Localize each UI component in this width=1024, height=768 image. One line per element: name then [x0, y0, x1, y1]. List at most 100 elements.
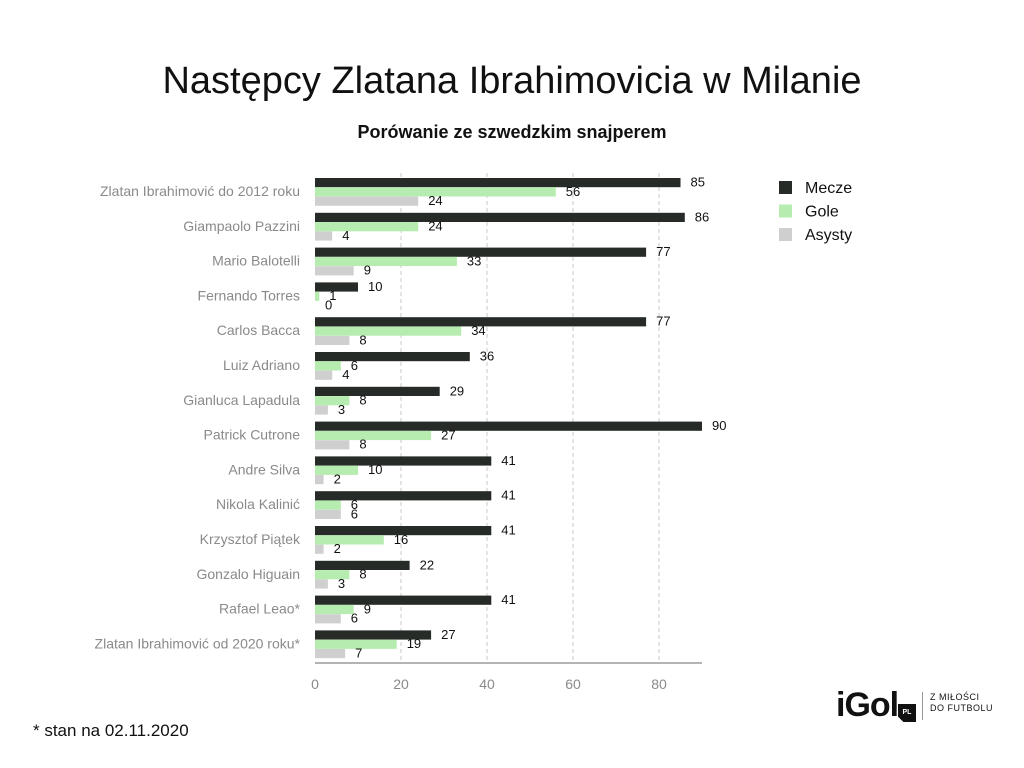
- logo-tagline-line-1: Z MIŁOŚCI: [930, 692, 980, 702]
- bar-value-label: 41: [501, 453, 515, 468]
- bar-gole: [315, 535, 384, 545]
- bar-value-label: 33: [467, 253, 481, 268]
- chart-title: Następcy Zlatana Ibrahimovicia w Milanie: [162, 60, 862, 102]
- bar-asysty: [315, 649, 346, 659]
- bar-value-label: 19: [407, 636, 421, 651]
- bar-mecze: [315, 352, 470, 362]
- category-label: Mario Balotelli: [212, 253, 300, 269]
- category-label: Zlatan Ibrahimović do 2012 roku: [100, 183, 300, 199]
- bar-asysty: [315, 475, 324, 485]
- bar-gole: [315, 187, 556, 197]
- bar-value-label: 8: [359, 437, 366, 452]
- x-tick-label: 20: [393, 676, 409, 692]
- bar-asysty: [315, 544, 324, 554]
- bar-asysty: [315, 579, 328, 589]
- bar-asysty: [315, 196, 419, 206]
- bar-gole: [315, 604, 354, 615]
- bar-asysty: [315, 440, 350, 450]
- legend-swatch-mecze: [779, 181, 792, 194]
- bar-value-label: 6: [351, 358, 358, 373]
- bar-value-label: 22: [420, 557, 434, 572]
- bar-gole: [315, 430, 432, 441]
- category-label: Gonzalo Higuain: [196, 566, 300, 582]
- bar-chart: Zlatan Ibrahimović do 2012 roku855624Gia…: [95, 173, 852, 692]
- bar-value-label: 24: [428, 193, 442, 208]
- category-label: Carlos Bacca: [217, 322, 300, 338]
- category-label: Rafael Leao*: [219, 601, 301, 617]
- x-tick-label: 60: [565, 676, 581, 692]
- bar-value-label: 6: [351, 497, 358, 512]
- bar-asysty: [315, 266, 354, 276]
- bar-value-label: 36: [480, 349, 494, 364]
- bar-value-label: 3: [338, 576, 345, 591]
- bar-value-label: 85: [691, 175, 705, 190]
- category-label: Andre Silva: [228, 461, 300, 477]
- category-label: Zlatan Ibrahimović od 2020 roku*: [95, 635, 301, 651]
- bar-gole: [315, 396, 350, 406]
- bar-gole: [315, 500, 341, 510]
- bar-mecze: [315, 595, 492, 605]
- bar-value-label: 90: [712, 418, 726, 433]
- bar-value-label: 0: [325, 298, 332, 313]
- bar-value-label: 2: [334, 541, 341, 556]
- bar-value-label: 27: [441, 627, 455, 642]
- bar-gole: [315, 639, 397, 649]
- bar-value-label: 16: [394, 532, 408, 547]
- bar-gole: [315, 570, 350, 580]
- bar-value-label: 4: [342, 228, 349, 243]
- bar-mecze: [315, 386, 440, 396]
- bar-value-label: 34: [471, 323, 485, 338]
- logo-tagline: Z MIŁOŚCI DO FUTBOLU: [930, 692, 993, 714]
- category-label: Nikola Kalinić: [216, 496, 300, 512]
- bar-value-label: 7: [355, 646, 362, 661]
- bar-mecze: [315, 178, 681, 188]
- bar-mecze: [315, 456, 492, 466]
- x-tick-label: 80: [651, 676, 667, 692]
- category-label: Fernando Torres: [198, 287, 300, 303]
- bar-asysty: [315, 509, 341, 519]
- category-label: Luiz Adriano: [223, 357, 300, 373]
- bar-mecze: [315, 282, 358, 292]
- category-label: Giampaolo Pazzini: [183, 218, 300, 234]
- bar-value-label: 8: [359, 332, 366, 347]
- bar-gole: [315, 361, 341, 371]
- bar-value-label: 6: [351, 611, 358, 626]
- bar-mecze: [315, 560, 410, 570]
- bar-value-label: 10: [368, 279, 382, 294]
- legend-label-asysty: Asysty: [805, 227, 852, 244]
- bar-value-label: 29: [450, 383, 464, 398]
- legend-swatch-gole: [779, 204, 792, 218]
- bar-asysty: [315, 231, 333, 241]
- legend-swatch-asysty: [779, 228, 792, 241]
- bar-gole: [315, 256, 457, 267]
- footnote: * stan na 02.11.2020: [33, 721, 189, 740]
- bar-value-label: 8: [359, 393, 366, 408]
- bar-value-label: 10: [368, 462, 382, 477]
- bar-value-label: 41: [501, 523, 515, 538]
- logo-badge: PL: [898, 704, 916, 722]
- bar-mecze: [315, 317, 647, 327]
- bar-asysty: [315, 370, 333, 380]
- bar-value-label: 3: [338, 402, 345, 417]
- bar-value-label: 4: [342, 367, 349, 382]
- logo-tagline-line-2: DO FUTBOLU: [930, 703, 994, 713]
- bar-mecze: [315, 491, 492, 501]
- legend-label-gole: Gole: [805, 204, 839, 221]
- logo-divider: [922, 692, 923, 720]
- bar-value-label: 77: [656, 244, 670, 259]
- bar-mecze: [315, 526, 492, 536]
- bar-gole: [315, 465, 358, 475]
- bar-value-label: 9: [364, 263, 371, 278]
- bar-value-label: 27: [441, 427, 455, 442]
- bar-value-label: 41: [501, 592, 515, 607]
- bar-gole: [315, 326, 462, 336]
- bar-asysty: [315, 335, 350, 345]
- bar-gole: [315, 222, 419, 232]
- category-label: Krzysztof Piątek: [200, 531, 301, 547]
- bar-value-label: 24: [428, 219, 442, 234]
- legend-label-mecze: Mecze: [805, 180, 852, 197]
- bar-mecze: [315, 212, 685, 222]
- x-tick-label: 0: [311, 676, 319, 692]
- igol-logo: iGol PL Z MIŁOŚCI DO FUTBOLU: [836, 686, 996, 726]
- bar-asysty: [315, 614, 341, 624]
